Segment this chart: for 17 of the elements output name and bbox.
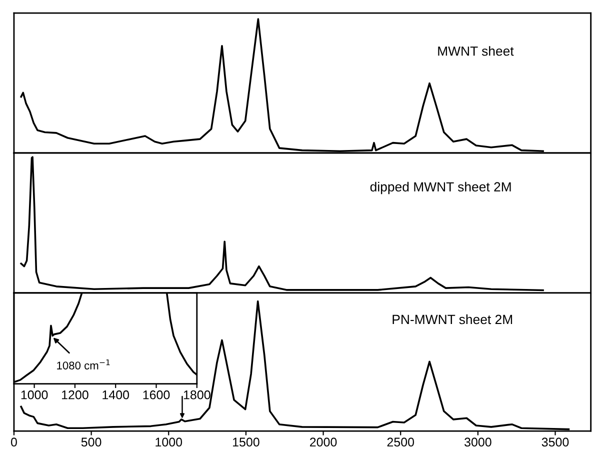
x-tick-label: 1000 [156, 438, 182, 447]
x-tick-label: 1600 [143, 390, 170, 400]
text: dipped MWNT sheet 2M [370, 182, 511, 194]
x-tick-label: 2000 [310, 438, 337, 447]
x-tick-label: 1200 [62, 390, 88, 400]
text: PN-MWNT sheet 2M [392, 314, 512, 324]
x-tick-label: 1800 [184, 390, 210, 400]
text: MWNT sheet [438, 46, 514, 56]
x-tick-label: 1500 [232, 438, 260, 447]
x-tick-label: 2500 [387, 438, 414, 447]
x-tick-label: 0 [10, 438, 17, 447]
x-tick-label: 1000 [21, 390, 48, 400]
x-tick-label: 3000 [464, 438, 492, 447]
x-tick-label: 3500 [542, 438, 569, 447]
annotation: 1080 cm$^{−1}$ [57, 359, 110, 370]
x-tick-label: 500 [81, 438, 102, 447]
x-tick-label: 1400 [102, 390, 130, 400]
